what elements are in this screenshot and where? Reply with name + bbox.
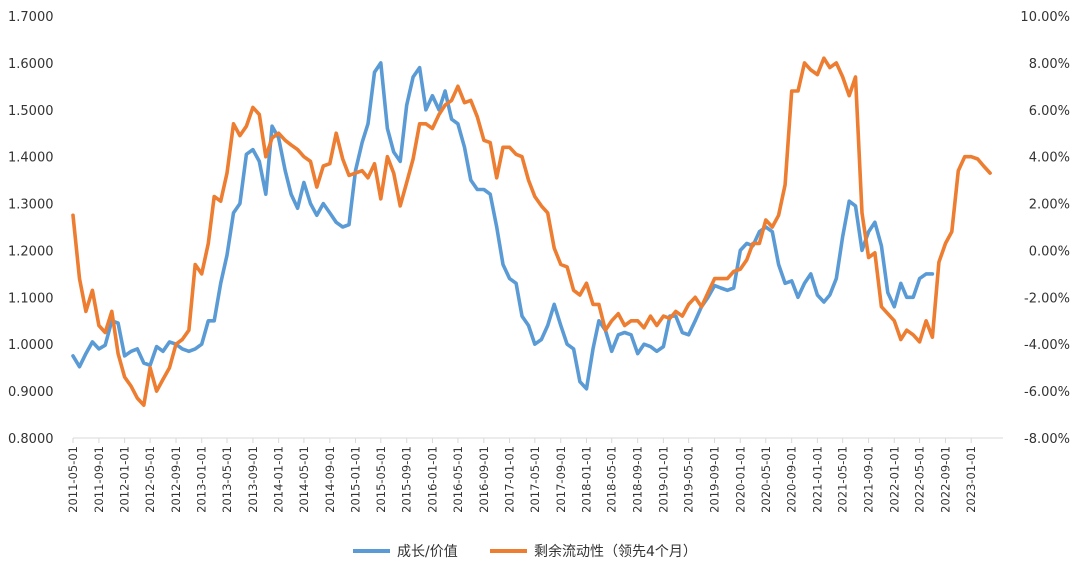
- y-left-tick-label: 1.5000: [8, 104, 54, 119]
- legend: 成长/价值 剩余流动性（领先4个月）: [353, 543, 697, 560]
- y-left-tick-label: 1.4000: [8, 151, 54, 166]
- x-tick-label: 2021-09-01: [862, 446, 876, 513]
- x-tick-label: 2014-01-01: [272, 446, 286, 513]
- y-right-tick-label: -2.00%: [1024, 291, 1070, 306]
- y-left-tick-label: 1.1000: [8, 291, 54, 306]
- x-tick-label: 2013-01-01: [195, 446, 209, 513]
- x-tick-label: 2011-09-01: [92, 446, 106, 513]
- x-tick-label: 2020-09-01: [785, 446, 799, 513]
- legend-label-series-2: 剩余流动性（领先4个月）: [534, 543, 697, 560]
- series-line-2: [71, 56, 992, 407]
- x-tick-label: 2014-09-01: [323, 446, 337, 513]
- y-right-tick-label: -4.00%: [1024, 338, 1070, 353]
- y-right-tick-label: 10.00%: [1020, 10, 1070, 25]
- y-right-tick-label: -8.00%: [1024, 432, 1070, 447]
- x-tick-label: 2016-01-01: [425, 446, 439, 513]
- y-right-tick-label: 0.00%: [1029, 244, 1070, 259]
- x-tick-label: 2022-05-01: [913, 446, 927, 513]
- x-tick-label: 2012-05-01: [143, 446, 157, 513]
- x-tick-label: 2012-01-01: [118, 446, 132, 513]
- y-right-tick-label: 4.00%: [1029, 151, 1070, 166]
- y-right-tick-label: 2.00%: [1029, 198, 1070, 213]
- clipped-title-remnant: [335, 0, 535, 5]
- x-tick-label: 2018-09-01: [631, 446, 645, 513]
- legend-label-series-1: 成长/价值: [397, 544, 458, 560]
- y-right-tick-label: 6.00%: [1029, 104, 1070, 119]
- x-tick-label: 2016-09-01: [477, 446, 491, 513]
- x-tick-label: 2017-09-01: [554, 446, 568, 513]
- y-left-tick-label: 1.2000: [8, 244, 54, 259]
- x-tick-label: 2015-01-01: [349, 446, 363, 513]
- x-tick-label: 2021-01-01: [810, 446, 824, 513]
- x-tick-label: 2013-09-01: [246, 446, 260, 513]
- y-left-tick-label: 0.9000: [8, 385, 54, 400]
- x-tick-label: 2017-01-01: [503, 446, 517, 513]
- x-tick-label: 2019-09-01: [708, 446, 722, 513]
- series-layer: [71, 56, 992, 407]
- axes-layer: 0.8000 0.9000 1.0000 1.1000 1.2000 1.3000 1.40…: [8, 10, 1070, 513]
- y-left-tick-label: 1.6000: [8, 57, 54, 72]
- x-tick-label: 2019-05-01: [682, 446, 696, 513]
- x-tick-label: 2015-09-01: [400, 446, 414, 513]
- series-line-1: [71, 61, 935, 391]
- x-tick-label: 2011-05-01: [66, 446, 80, 513]
- x-tick-label: 2012-09-01: [169, 446, 183, 513]
- x-tick-label: 2015-05-01: [374, 446, 388, 513]
- y-left-tick-label: 0.8000: [8, 432, 54, 447]
- x-tick-label: 2023-01-01: [964, 446, 978, 513]
- x-tick-label: 2013-05-01: [220, 446, 234, 513]
- x-tick-label: 2018-05-01: [605, 446, 619, 513]
- x-tick-label: 2022-01-01: [887, 446, 901, 513]
- x-tick-label: 2020-01-01: [733, 446, 747, 513]
- y-left-tick-label: 1.7000: [8, 10, 54, 25]
- y-right-tick-label: -6.00%: [1024, 385, 1070, 400]
- x-tick-label: 2019-01-01: [656, 446, 670, 513]
- y-left-tick-label: 1.3000: [8, 198, 54, 213]
- x-tick-label: 2021-05-01: [836, 446, 850, 513]
- x-tick-label: 2017-05-01: [528, 446, 542, 513]
- x-tick-label: 2018-01-01: [579, 446, 593, 513]
- x-tick-label: 2020-05-01: [759, 446, 773, 513]
- x-tick-label: 2014-05-01: [297, 446, 311, 513]
- x-tick-label: 2022-09-01: [938, 446, 952, 513]
- y-left-tick-label: 1.0000: [8, 338, 54, 353]
- y-right-tick-label: 8.00%: [1029, 57, 1070, 72]
- x-tick-label: 2016-05-01: [451, 446, 465, 513]
